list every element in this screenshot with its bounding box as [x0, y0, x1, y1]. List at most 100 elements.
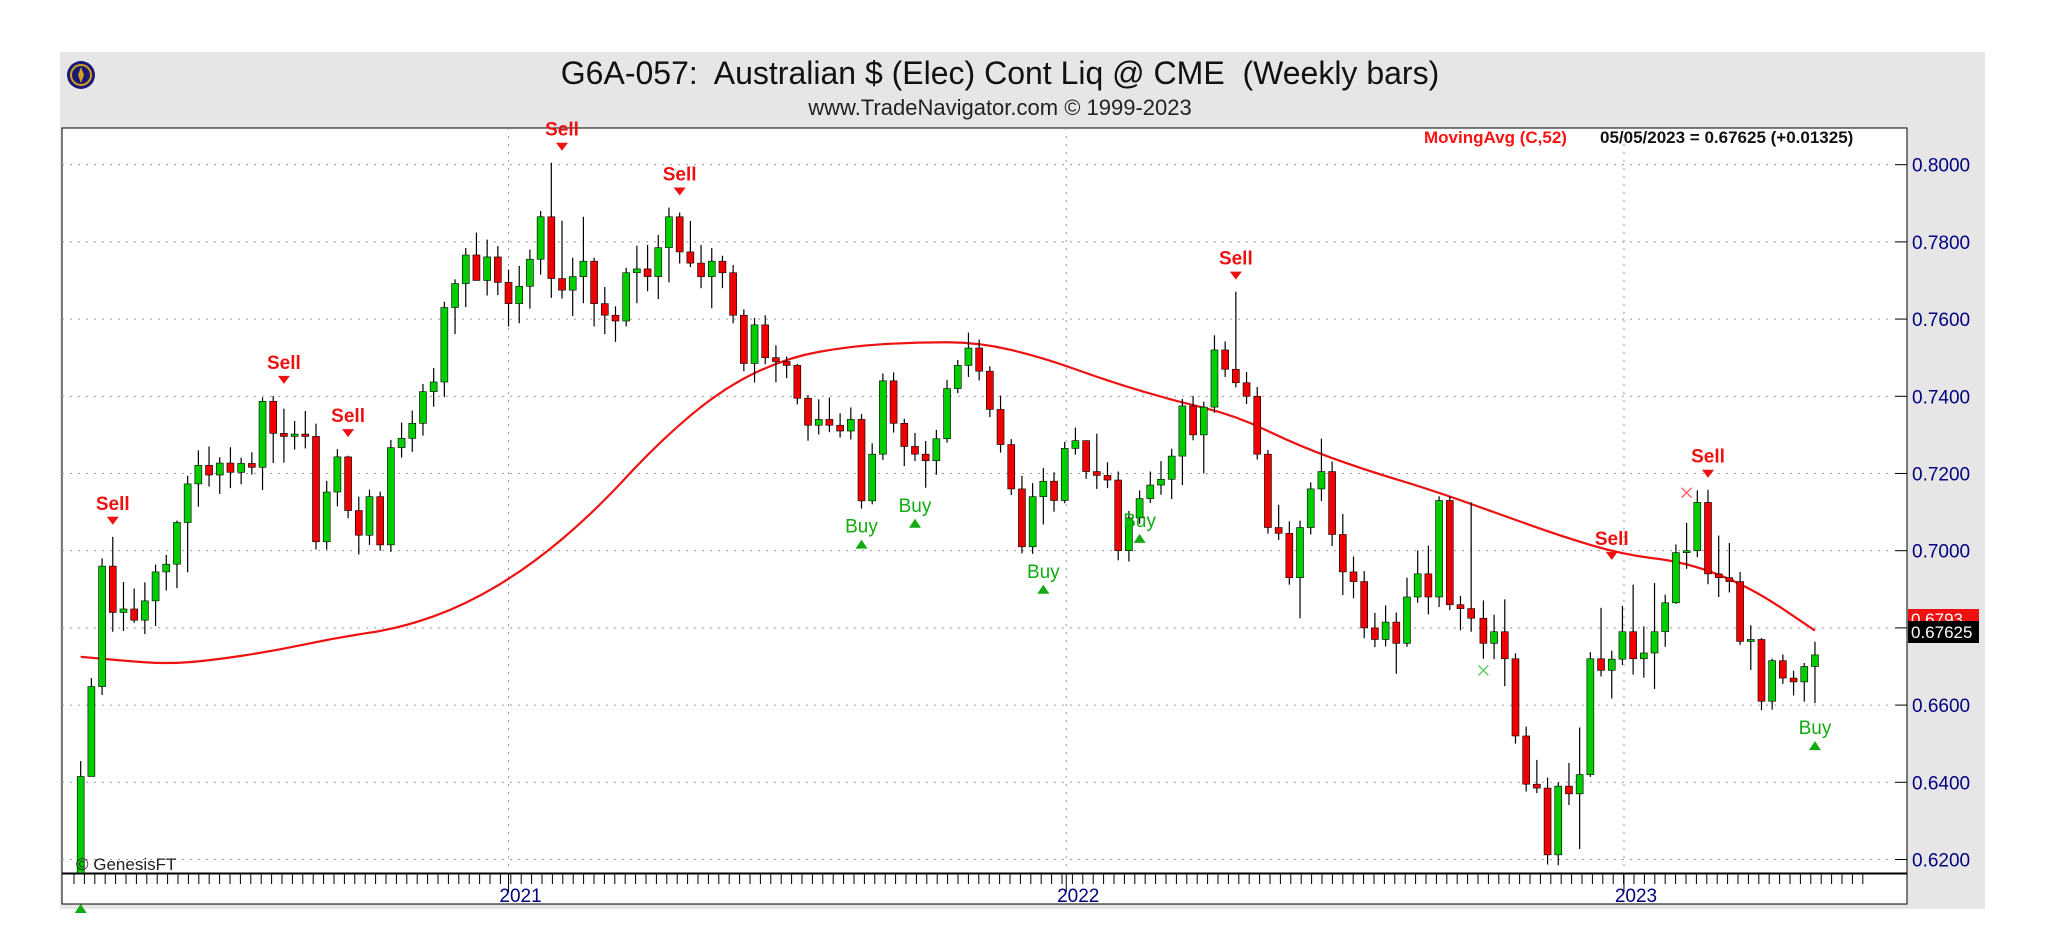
candle-body [804, 397, 812, 426]
candle-body [1618, 631, 1627, 660]
candle-body [889, 380, 898, 424]
candle-body [654, 247, 663, 277]
candle-body [1543, 787, 1552, 856]
sell-arrow-icon [342, 429, 355, 438]
candle-body [568, 276, 577, 291]
moving-average-layer [80, 341, 1816, 665]
candle-body [1178, 405, 1187, 457]
buy-arrow-icon [908, 518, 921, 528]
candle-body [1103, 475, 1112, 481]
candle-body [1768, 660, 1776, 702]
candle-body [964, 347, 973, 366]
candle-body [1018, 488, 1026, 548]
candle-body [1157, 478, 1165, 486]
candle-body [975, 347, 983, 372]
candle-body [440, 307, 449, 383]
candle-body [173, 522, 181, 565]
buy-signal-label: Buy [899, 496, 932, 517]
candle-body [130, 608, 138, 621]
candles-layer [76, 162, 1819, 874]
candle-body [932, 438, 941, 462]
candle-body [1554, 785, 1563, 856]
candle-body [793, 365, 802, 399]
sell-signal-label: Sell [1691, 447, 1725, 468]
plot-area [61, 127, 1908, 874]
candle-body [1125, 517, 1133, 551]
candle-body [141, 600, 149, 621]
candle-body [558, 278, 566, 291]
candle-body [1575, 774, 1584, 795]
candle-body [1490, 631, 1498, 644]
buy-signal-label: Buy [1799, 718, 1832, 739]
buy-signal-label: Buy [1027, 562, 1060, 583]
candle-body [419, 391, 427, 424]
candle-body [1682, 550, 1691, 553]
candle-body [1714, 573, 1723, 579]
candle-body [451, 283, 459, 308]
candle-body [108, 565, 117, 613]
candle-body [611, 314, 620, 322]
candle-body [1746, 639, 1755, 642]
candle-body [1328, 471, 1336, 535]
candle-body [1693, 502, 1702, 551]
candle-body [494, 256, 502, 283]
genesis-logo-icon [67, 61, 95, 89]
candle-body [1028, 496, 1037, 548]
candle-body [429, 381, 438, 392]
candle-body [1779, 660, 1787, 679]
sell-arrow-icon [1605, 551, 1618, 560]
candle-body [579, 260, 588, 277]
candle-body [1511, 658, 1520, 737]
last-price-tag [1908, 621, 1979, 643]
candle-body [1500, 631, 1509, 660]
candle-body [1607, 658, 1616, 671]
candle-body [836, 424, 844, 432]
buy-arrow-icon [855, 539, 868, 549]
candle-body [782, 361, 791, 366]
indicator-value: 05/05/2023 = 0.67625 (+0.01325) [1600, 128, 1853, 147]
y-tick-label: 0.6600 [1912, 696, 1970, 717]
sell-signal-label: Sell [331, 406, 365, 427]
candle-body [1413, 573, 1422, 598]
buy-arrow-icon [1133, 533, 1146, 543]
candle-body [183, 483, 192, 523]
candle-body [825, 419, 834, 426]
candle-body [1435, 500, 1443, 598]
candle-body [1445, 500, 1454, 606]
chart-title: G6A-057: Australian $ (Elec) Cont Liq @ … [560, 55, 1440, 91]
y-tick-label: 0.7000 [1912, 542, 1970, 563]
candle-body [1650, 631, 1659, 654]
candle-body [1167, 455, 1176, 480]
sell-arrow-icon [673, 187, 686, 196]
candle-body [911, 446, 919, 455]
candle-body [740, 314, 748, 364]
candle-body [1736, 581, 1744, 642]
candle-body [761, 324, 770, 358]
candle-body [1403, 596, 1411, 644]
candle-body [226, 462, 235, 473]
candle-body [1039, 480, 1048, 497]
buy-arrow-icon [74, 904, 87, 913]
candle-body [269, 400, 278, 434]
candle-body [1114, 479, 1122, 551]
candle-body [1725, 577, 1734, 582]
candle-body [814, 419, 823, 426]
candle-body [1629, 631, 1637, 660]
sell-signal-label: Sell [267, 353, 301, 374]
chart-subtitle: www.TradeNavigator.com © 1999-2023 [808, 95, 1192, 120]
candle-body [461, 254, 470, 284]
buy-arrow-icon [1037, 584, 1050, 594]
candle-body [1565, 785, 1573, 795]
candle-body [483, 256, 491, 281]
candle-body [847, 419, 855, 432]
candle-body [1210, 349, 1219, 408]
y-tick-label: 0.8000 [1912, 156, 1970, 177]
candle-body [1146, 484, 1155, 499]
candle-body [248, 463, 256, 468]
candle-body [1381, 621, 1390, 640]
candle-body [1221, 349, 1229, 370]
candle-body [1811, 654, 1819, 667]
candle-body [1082, 440, 1090, 472]
candle-body [857, 419, 866, 502]
candle-body [718, 260, 727, 274]
